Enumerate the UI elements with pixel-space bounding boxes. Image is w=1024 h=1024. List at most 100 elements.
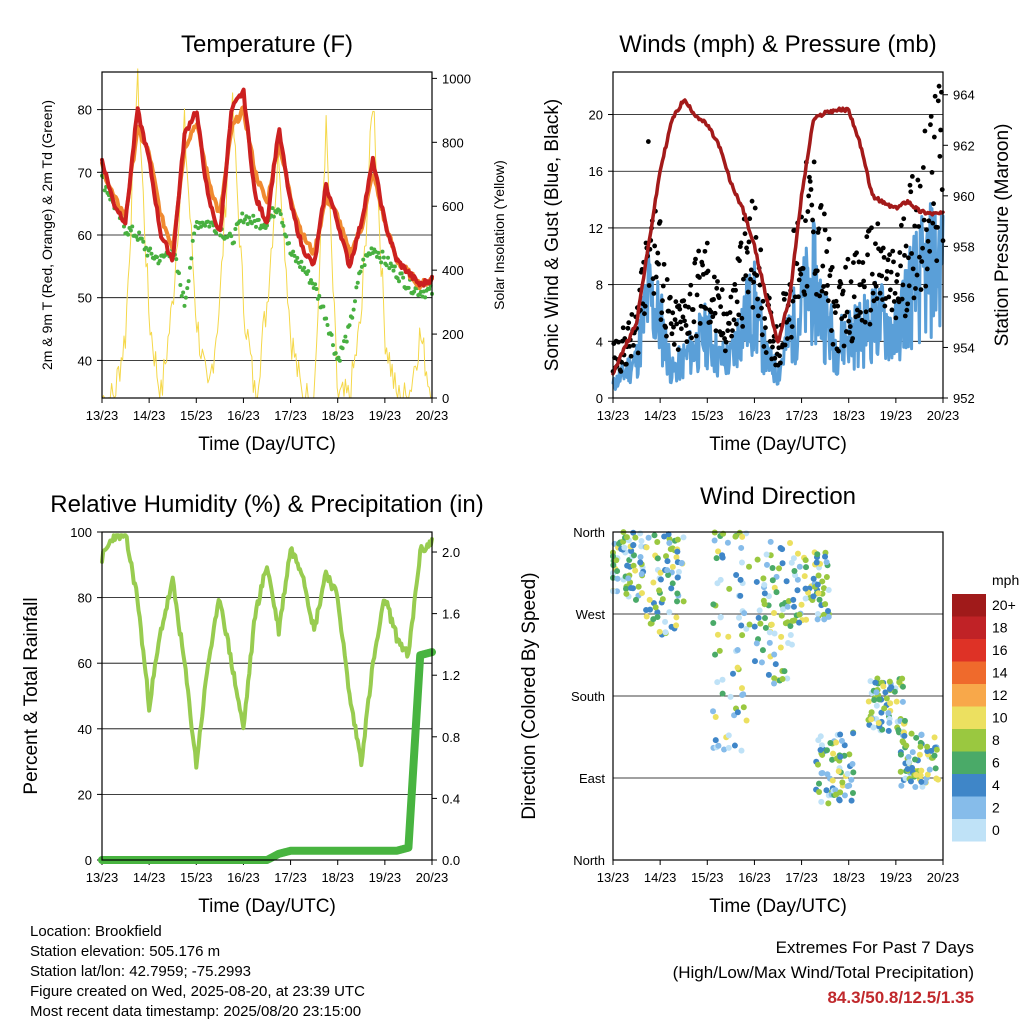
gust-point [864,234,870,240]
gust-point [827,273,833,279]
humidity-precip-chart: Relative Humidity (%) & Precipitation (i… [21,491,484,917]
direction-point [710,601,717,608]
direction-point [673,554,680,561]
direction-point [630,562,637,569]
direction-point [871,696,878,703]
direction-point [763,551,770,558]
gust-point [909,173,915,179]
direction-point [753,640,760,647]
dewpoint-point [292,253,297,258]
y-tick-label: 8 [596,278,603,293]
direction-point [783,578,790,585]
legend-label: 4 [992,777,1000,793]
gust-point [915,177,921,183]
direction-point [883,695,890,702]
direction-point [868,716,875,723]
direction-point [771,680,778,687]
dewpoint-point [278,212,283,217]
direction-point [824,771,831,778]
gust-point [810,229,816,235]
gust-point [656,261,661,267]
direction-point [895,727,902,734]
gust-point [803,218,808,224]
gust-point [935,224,940,230]
direction-point [652,604,659,611]
direction-point [790,596,797,603]
direction-point [865,698,872,705]
direction-point [721,746,728,753]
direction-point [680,598,687,605]
direction-point [678,560,685,567]
direction-point [669,580,676,587]
direction-point [924,743,931,750]
direction-point [813,559,820,566]
dewpoint-point [299,259,304,264]
dewpoint-point [145,253,150,258]
gust-point [918,287,924,293]
gust-point [844,309,850,315]
gust-point [845,256,851,262]
y-tick-label: 80 [78,103,92,118]
gust-point [666,308,672,314]
direction-point [814,551,821,558]
gust-point [746,239,752,245]
direction-point [680,534,687,541]
dewpoint-point [295,255,300,260]
x-axis-label: Time (Day/UTC) [709,896,847,917]
dewpoint-point [392,264,397,269]
gust-point [670,310,676,316]
gust-point [904,307,910,313]
direction-point [791,567,798,574]
gust-point [729,333,735,339]
gust-point [741,276,746,282]
gust-point [657,219,663,224]
direction-point [875,719,882,726]
legend-label: 8 [992,732,1000,748]
y2-tick-label: 1.6 [442,607,460,622]
gust-point [750,304,756,310]
gust-point [678,326,684,332]
gust-point [851,294,857,300]
direction-point [646,596,653,603]
gust-point [686,304,691,310]
direction-point [801,573,808,580]
direction-point [839,779,846,786]
gust-point [855,313,861,319]
direction-point [675,568,682,575]
direction-point [664,567,671,574]
gust-point [926,218,932,224]
gust-point [629,312,635,317]
direction-point [848,797,855,804]
dewpoint-point [247,215,252,220]
direction-point [818,798,825,805]
legend-label: 14 [992,665,1008,681]
direction-point [850,769,857,776]
direction-point [794,550,801,557]
direction-point [814,616,821,623]
gust-point [683,323,689,328]
gust-point [758,247,764,253]
gust-point [659,310,665,316]
direction-point [635,583,642,590]
x-tick-label: 19/23 [880,870,913,885]
gust-point [825,283,830,288]
x-tick-label: 19/23 [369,408,402,423]
direction-point [819,769,826,776]
dewpoint-point [207,224,212,229]
direction-point [725,732,732,739]
direction-point [781,668,788,675]
gust-point [635,350,641,356]
plot-frame [101,71,433,399]
y2-tick-label: 0 [442,391,449,406]
dewpoint-point [189,256,194,261]
direction-point [820,585,827,592]
gust-point [747,216,753,222]
direction-point [849,761,856,768]
direction-point [623,585,630,592]
direction-point [919,783,926,790]
direction-point [833,739,840,746]
direction-point [876,696,883,703]
gust-point [886,294,892,300]
direction-point [822,553,829,560]
direction-point [769,565,776,572]
